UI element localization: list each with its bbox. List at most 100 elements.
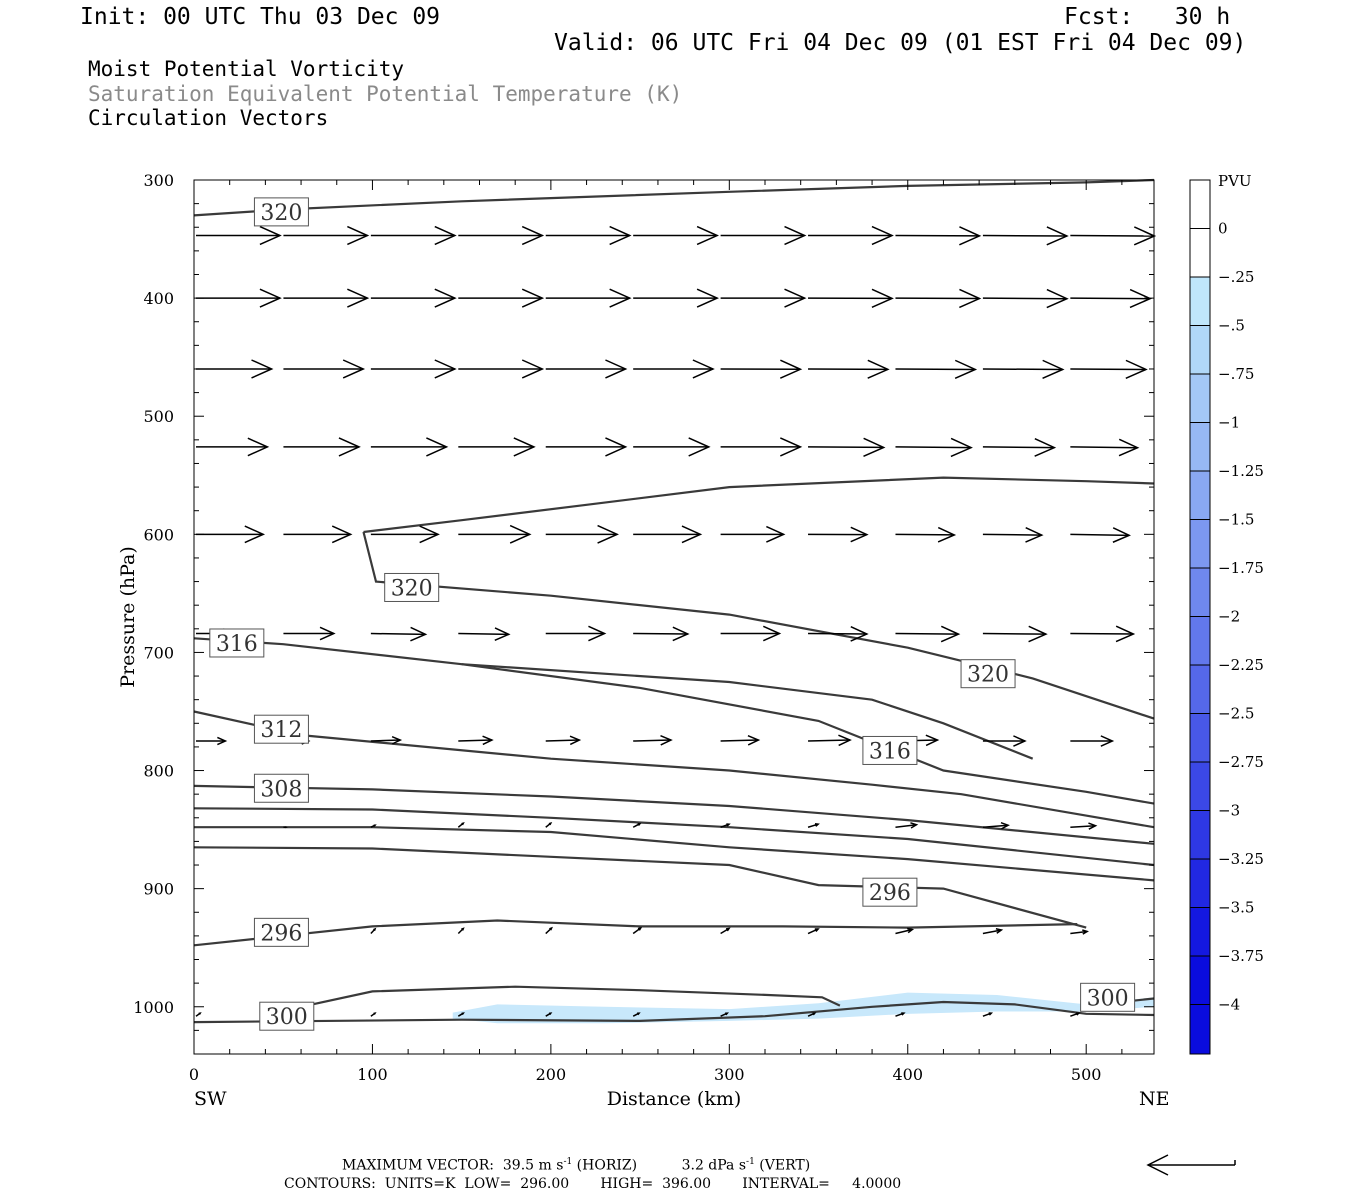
vector-arrow-r0-c3 xyxy=(458,225,545,246)
vector-arrow-r7-c7 xyxy=(807,823,820,828)
vector-arrow-r3-c5 xyxy=(633,437,711,457)
vector-head xyxy=(426,437,449,457)
colorbar-swatch-11 xyxy=(1190,762,1210,811)
vector-arrow-r6-c9 xyxy=(982,735,1027,747)
vector-shaft xyxy=(982,632,1046,635)
colorbar-label-8: −2 xyxy=(1218,608,1240,626)
x-axis-title: Distance (km) xyxy=(607,1088,742,1110)
contour-316-3 xyxy=(193,637,1155,805)
vector-head xyxy=(251,359,274,379)
contour-label-box xyxy=(862,877,918,907)
vector-arrow-r1-c10 xyxy=(1070,288,1152,309)
colorbar-label-3: −.75 xyxy=(1218,365,1254,383)
vector-head xyxy=(1000,821,1010,830)
contour-label-box xyxy=(384,572,440,602)
vector-arrow-r7-c3 xyxy=(457,822,465,828)
vector-head xyxy=(521,359,545,379)
vector-arrow-r4-c3 xyxy=(458,524,532,544)
vector-arrow-r8-c5 xyxy=(632,926,643,935)
max-vert-exponent: -1 xyxy=(746,1157,755,1167)
forecast-hour: Fcst: 30 h xyxy=(1064,4,1231,30)
vector-head xyxy=(461,1012,465,1016)
vector-head xyxy=(1115,625,1136,643)
colorbar-swatch-5 xyxy=(1190,471,1210,520)
title-mpv: Moist Potential Vorticity xyxy=(88,57,405,81)
contour-label-text: 316 xyxy=(869,739,911,764)
vector-arrow-r9-c5 xyxy=(632,1012,641,1017)
vector-head xyxy=(784,225,807,246)
vector-arrow-r2-c3 xyxy=(458,359,545,379)
colorbar-label-5: −1.25 xyxy=(1218,462,1264,480)
vector-arrow-r5-c6 xyxy=(720,625,782,642)
colorbar-label-0: 0 xyxy=(1218,220,1228,238)
vector-head xyxy=(1129,288,1152,309)
vector-head xyxy=(609,288,632,308)
colorbar-swatch-12 xyxy=(1190,810,1210,859)
colorbar-label-14: −3.5 xyxy=(1218,899,1254,917)
vector-head xyxy=(1125,359,1148,380)
vector-head xyxy=(726,823,731,827)
vector-head xyxy=(681,525,703,544)
vector-arrow-r6-c10 xyxy=(1070,735,1115,747)
vector-head xyxy=(1025,527,1044,543)
vector-arrow-r1-c2 xyxy=(370,288,457,308)
colorbar-label-6: −1.5 xyxy=(1218,511,1254,529)
colorbar-swatch-6 xyxy=(1190,519,1210,568)
vector-head xyxy=(1082,929,1089,935)
vector-arrow-r8-c4 xyxy=(545,926,553,935)
vector-arrow-r4-c4 xyxy=(545,524,619,544)
colorbar-swatch-1 xyxy=(1190,277,1210,326)
colorbar-swatch-0 xyxy=(1190,228,1210,277)
vector-arrow-r5-c7 xyxy=(808,626,869,642)
vector-head xyxy=(217,736,228,746)
vector-head xyxy=(434,225,457,246)
vector-shaft xyxy=(982,234,1067,237)
vector-head xyxy=(937,526,957,543)
vector-arrow-r4-c9 xyxy=(982,527,1044,543)
vector-head xyxy=(609,225,632,246)
vector-arrow-r3-c6 xyxy=(720,437,803,457)
vector-head xyxy=(1042,359,1065,380)
vector-shaft xyxy=(1070,632,1134,635)
vector-arrow-r5-c2 xyxy=(370,626,428,642)
vector-head xyxy=(867,359,890,379)
colorbar-label-2: −.5 xyxy=(1218,317,1245,335)
vector-arrow-r7-c4 xyxy=(545,822,553,828)
vector-shaft xyxy=(808,739,851,742)
vector-arrow-r7-c6 xyxy=(720,823,731,828)
contour-label-box xyxy=(862,735,918,765)
vector-arrow-r0-c9 xyxy=(982,226,1069,246)
vector-head xyxy=(672,626,690,642)
vector-shaft xyxy=(982,824,1009,828)
contour-label-text: 320 xyxy=(967,663,1009,688)
vector-head xyxy=(901,1012,906,1016)
vector-arrow-r5-c10 xyxy=(1070,625,1136,643)
vector-shaft xyxy=(982,297,1067,300)
vector-arrow-r9-c0 xyxy=(195,1012,202,1017)
colorbar-swatch-8 xyxy=(1190,616,1210,665)
vector-head xyxy=(391,735,403,745)
x-tick-label-300: 300 xyxy=(714,1065,745,1084)
vector-arrow-r0-c0 xyxy=(196,225,282,246)
vector-shaft xyxy=(720,739,759,742)
plot-frame xyxy=(193,179,1155,1055)
y-tick-label-600: 600 xyxy=(143,525,174,544)
contour-label-300-10: 300 xyxy=(1080,982,1136,1012)
x-tick-label-400: 400 xyxy=(892,1065,923,1084)
vector-shaft xyxy=(982,533,1042,536)
vector-arrow-r5-c3 xyxy=(458,627,511,641)
vector-arrow-r8-c2 xyxy=(370,927,377,935)
vector-arrow-r6-c2 xyxy=(370,735,403,745)
vector-arrow-r9-c9 xyxy=(982,1012,994,1017)
colorbar-swatch-4 xyxy=(1190,422,1210,471)
vector-head xyxy=(509,524,532,544)
contour-300-11 xyxy=(300,985,841,1008)
contour-320-0 xyxy=(193,178,1155,217)
vector-arrow-r1-c5 xyxy=(633,288,720,308)
vector-head xyxy=(954,359,978,380)
vector-shaft xyxy=(370,739,401,742)
vector-arrow-r2-c1 xyxy=(283,359,366,379)
vector-arrow-r9-c4 xyxy=(545,1012,553,1017)
valid-time: Valid: 06 UTC Fri 04 Dec 09 (01 EST Fri … xyxy=(554,30,1247,56)
vector-arrow-r0-c6 xyxy=(720,225,807,246)
